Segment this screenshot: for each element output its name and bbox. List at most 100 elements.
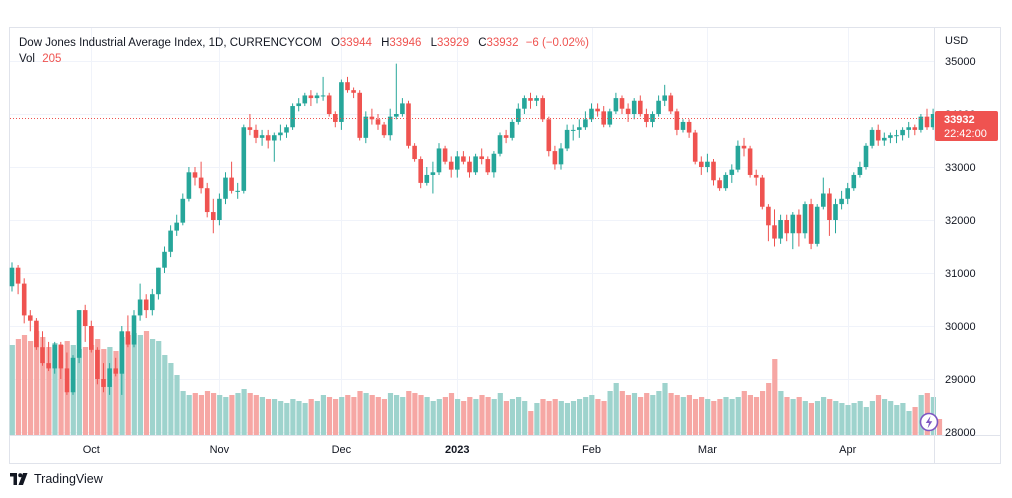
volume-bar bbox=[357, 391, 363, 435]
candle-body bbox=[247, 127, 253, 130]
candle-body bbox=[223, 177, 228, 199]
close-value: 33932 bbox=[486, 37, 519, 49]
candle-body bbox=[857, 167, 863, 175]
candle-body bbox=[424, 174, 430, 183]
candle-body bbox=[9, 267, 15, 287]
volume-bar bbox=[735, 397, 741, 435]
volume-bar bbox=[247, 393, 253, 435]
candle-body bbox=[638, 100, 643, 114]
volume-bar bbox=[900, 403, 906, 435]
low-value: 33929 bbox=[437, 37, 469, 49]
candle-body bbox=[180, 198, 186, 223]
candle-body bbox=[497, 135, 503, 154]
time-tick-label: Apr bbox=[839, 444, 856, 456]
volume-bar bbox=[912, 407, 918, 435]
candle-body bbox=[540, 98, 545, 120]
candle-body bbox=[491, 153, 497, 173]
volume-bar bbox=[284, 403, 290, 435]
volume-bar bbox=[387, 393, 394, 435]
candle-body bbox=[430, 172, 436, 175]
candle-body bbox=[113, 368, 118, 374]
candle-body bbox=[522, 98, 527, 109]
volume-bar bbox=[705, 399, 711, 435]
volume-bar bbox=[760, 391, 766, 435]
candle-body bbox=[448, 161, 454, 170]
candle-body bbox=[503, 135, 509, 138]
volume-bar bbox=[936, 419, 943, 435]
volume-bar bbox=[741, 391, 747, 435]
candle-body bbox=[558, 148, 564, 165]
candle-body bbox=[125, 331, 131, 345]
candle-body bbox=[851, 174, 857, 189]
candle-body bbox=[699, 161, 704, 167]
volume-bar bbox=[650, 395, 656, 435]
volume-bar bbox=[674, 395, 680, 435]
candle-body bbox=[888, 135, 893, 138]
last-price-value: 33932 bbox=[944, 114, 975, 126]
candle-body bbox=[442, 148, 448, 162]
volume-bar bbox=[875, 395, 882, 435]
candle-body bbox=[70, 357, 76, 393]
candle-body bbox=[290, 106, 295, 128]
candle-body bbox=[76, 310, 82, 358]
volume-bar bbox=[28, 341, 34, 435]
volume-bar bbox=[827, 399, 833, 435]
volume-bar bbox=[168, 363, 174, 435]
volume-bar bbox=[747, 395, 753, 435]
volume-bar bbox=[473, 399, 479, 435]
candle-body bbox=[814, 206, 820, 244]
volume-value: 205 bbox=[42, 53, 62, 65]
volume-bar bbox=[485, 397, 491, 435]
volume-bar bbox=[845, 405, 851, 435]
volume-bar bbox=[644, 393, 650, 435]
candle-body bbox=[217, 198, 222, 220]
candle-body bbox=[192, 172, 198, 178]
lightning-icon[interactable] bbox=[919, 412, 939, 432]
volume-bar bbox=[625, 395, 631, 435]
volume-bar bbox=[814, 401, 821, 435]
volume-bar bbox=[204, 391, 211, 435]
volume-bar bbox=[503, 401, 509, 435]
volume-bar bbox=[223, 397, 229, 435]
volume-bar bbox=[34, 331, 40, 435]
volume-bar bbox=[680, 397, 686, 435]
volume-bar bbox=[863, 407, 869, 435]
candle-body bbox=[345, 82, 350, 91]
volume-bar bbox=[406, 391, 412, 435]
candle-body bbox=[784, 220, 789, 234]
candle-body bbox=[339, 82, 344, 122]
candle-body bbox=[302, 95, 308, 104]
candle-body bbox=[717, 180, 722, 189]
volume-bars bbox=[9, 331, 943, 435]
volume-bar bbox=[869, 401, 875, 435]
tradingview-logo[interactable]: TradingView bbox=[10, 472, 103, 486]
volume-bar bbox=[192, 393, 198, 435]
candle-body bbox=[479, 156, 484, 160]
volume-bar bbox=[692, 399, 699, 435]
volume-bar bbox=[339, 397, 345, 435]
volume-bar bbox=[497, 393, 503, 435]
volume-bar bbox=[766, 383, 772, 435]
candle-body bbox=[357, 92, 362, 138]
candle-body bbox=[400, 103, 405, 114]
candle-body bbox=[137, 299, 143, 316]
candle-body bbox=[211, 212, 216, 220]
candle-body bbox=[625, 108, 631, 114]
candle-body bbox=[186, 172, 192, 199]
high-label: H bbox=[381, 37, 390, 49]
volume-bar bbox=[638, 397, 644, 435]
candle-body bbox=[528, 98, 533, 101]
volume-bar bbox=[442, 397, 448, 435]
candle-body bbox=[235, 190, 240, 192]
candle-body bbox=[631, 100, 637, 114]
candle-body bbox=[894, 135, 899, 137]
volume-bar bbox=[241, 389, 247, 435]
last-price-badge: 33932 22:42:00 bbox=[935, 111, 998, 141]
candle-body bbox=[375, 119, 381, 125]
volume-bar bbox=[137, 335, 143, 435]
time-axis[interactable]: Oct Nov Dec 2023 Feb Mar Apr bbox=[83, 444, 857, 456]
candle-body bbox=[705, 161, 710, 167]
volume-bar bbox=[564, 403, 570, 435]
volume-bar bbox=[156, 341, 162, 435]
